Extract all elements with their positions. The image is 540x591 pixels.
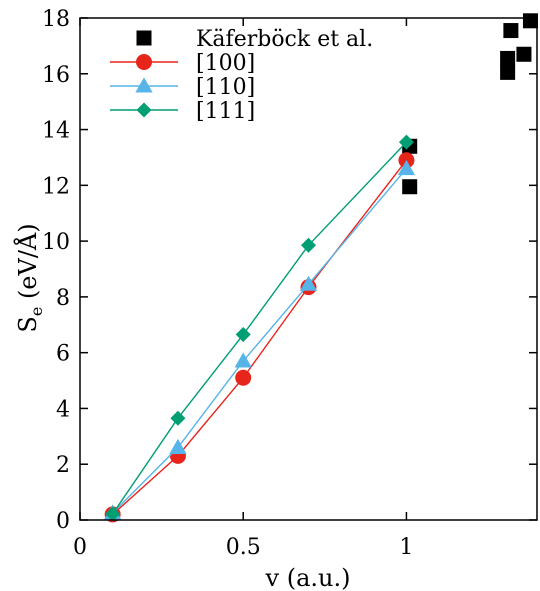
y-axis-label-main: S xyxy=(14,316,42,332)
legend: Käferböck et al.[100][110][111] xyxy=(110,27,373,124)
x-tick-label: 1 xyxy=(399,535,413,560)
legend-marker xyxy=(136,54,152,70)
series-line xyxy=(112,159,407,515)
legend-entry-3: [111] xyxy=(110,99,255,124)
legend-label: Käferböck et al. xyxy=(196,27,373,52)
x-axis-label: v (a.u.) xyxy=(265,564,351,591)
data-point xyxy=(500,64,516,80)
data-point xyxy=(402,179,418,195)
data-point xyxy=(170,410,186,426)
data-point xyxy=(301,237,316,253)
y-tick-label: 2 xyxy=(56,453,70,478)
legend-marker xyxy=(136,30,152,46)
data-point xyxy=(299,275,318,291)
series-line xyxy=(112,141,407,515)
y-tick-label: 6 xyxy=(56,342,70,367)
data-point xyxy=(500,50,516,66)
legend-entry-2: [110] xyxy=(110,75,255,100)
data-point xyxy=(235,369,252,386)
legend-marker xyxy=(136,102,152,118)
series-line xyxy=(112,168,407,514)
data-point xyxy=(503,23,519,39)
y-axis-label-subscript: e xyxy=(27,307,46,316)
legend-entry-1: [100] xyxy=(110,51,255,76)
y-tick-label: 4 xyxy=(56,397,70,422)
legend-label: [110] xyxy=(196,75,255,100)
data-point xyxy=(234,352,252,368)
data-series xyxy=(104,13,538,523)
data-point xyxy=(522,13,538,29)
data-point xyxy=(398,134,414,150)
y-tick-label: 0 xyxy=(56,509,70,534)
data-point xyxy=(516,46,532,62)
legend-entry-0: Käferböck et al. xyxy=(136,27,373,52)
legend-marker xyxy=(135,77,153,93)
y-tick-label: 12 xyxy=(42,174,70,199)
data-point xyxy=(105,506,121,522)
plot-frame xyxy=(79,17,538,521)
y-tick-label: 18 xyxy=(42,7,70,32)
x-tick-label: 0 xyxy=(73,535,87,560)
legend-label: [100] xyxy=(196,51,255,76)
series-2 xyxy=(104,159,416,520)
y-tick-label: 8 xyxy=(56,286,70,311)
data-point xyxy=(397,159,416,176)
series-1 xyxy=(104,152,415,523)
series-0 xyxy=(402,13,538,195)
data-point xyxy=(235,327,251,343)
legend-label: [111] xyxy=(196,99,255,124)
x-tick-label: 0.5 xyxy=(226,535,261,560)
y-axis-label: Se (eV/Å) xyxy=(13,223,46,332)
y-axis-label-unit: (eV/Å) xyxy=(13,223,42,306)
data-point xyxy=(169,438,187,454)
series-3 xyxy=(105,134,414,522)
y-tick-label: 14 xyxy=(42,119,70,144)
axis-ticks: 0 2 4 6 8 10 12 14 16 18 0 0.5 1 xyxy=(42,7,537,560)
y-tick-label: 16 xyxy=(42,63,70,88)
y-tick-label: 10 xyxy=(42,230,70,255)
